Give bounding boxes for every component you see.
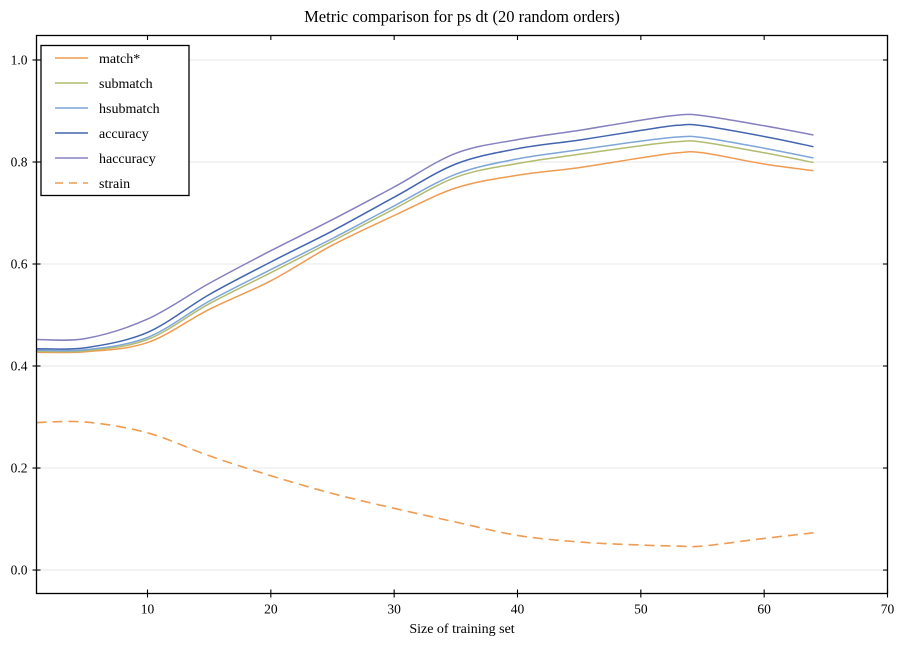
axes — [32, 34, 889, 598]
y-tick-label: 0.2 — [11, 461, 28, 476]
series-line-submatch — [36, 140, 814, 353]
legend-label-submatch: submatch — [99, 77, 153, 92]
x-tick-label: 10 — [141, 602, 155, 617]
legend-box — [40, 44, 190, 197]
x-axis-label: Size of training set — [409, 622, 514, 637]
x-tick-label: 50 — [634, 602, 648, 617]
x-tick-label: 30 — [387, 602, 401, 617]
x-tick-label: 20 — [264, 602, 278, 617]
series-line-hsubmatch — [36, 135, 814, 352]
legend-label-strain: strain — [99, 177, 130, 192]
series-line-strain — [36, 420, 814, 548]
y-tick-label: 0.6 — [11, 257, 28, 272]
tick-labels: 10 20 30 40 50 60 70 0.0 0.2 0.4 0.6 0.8 1.0 — [11, 52, 895, 616]
x-tick-label: 60 — [757, 602, 771, 617]
chart-title: Metric comparison for ps dt (20 random o… — [304, 7, 620, 26]
legend: match* submatch hsubmatch accuracy haccuracy… — [40, 44, 190, 197]
legend-label-accuracy: accuracy — [99, 127, 149, 142]
series-line-accuracy — [36, 123, 814, 350]
series-line-haccuracy — [36, 113, 814, 342]
y-tick-label: 0.0 — [11, 563, 28, 578]
x-tick-label: 70 — [881, 602, 895, 617]
legend-label-match: match* — [99, 52, 140, 67]
plot-border — [35, 34, 889, 595]
legend-label-hsubmatch: hsubmatch — [99, 102, 160, 117]
x-tick-label: 40 — [511, 602, 525, 617]
y-tick-label: 0.8 — [11, 154, 28, 169]
legend-label-haccuracy: haccuracy — [99, 152, 156, 167]
y-tick-label: 0.4 — [11, 359, 28, 374]
series-line-match — [36, 151, 814, 354]
y-tick-label: 1.0 — [11, 52, 28, 67]
series-lines — [36, 113, 814, 548]
